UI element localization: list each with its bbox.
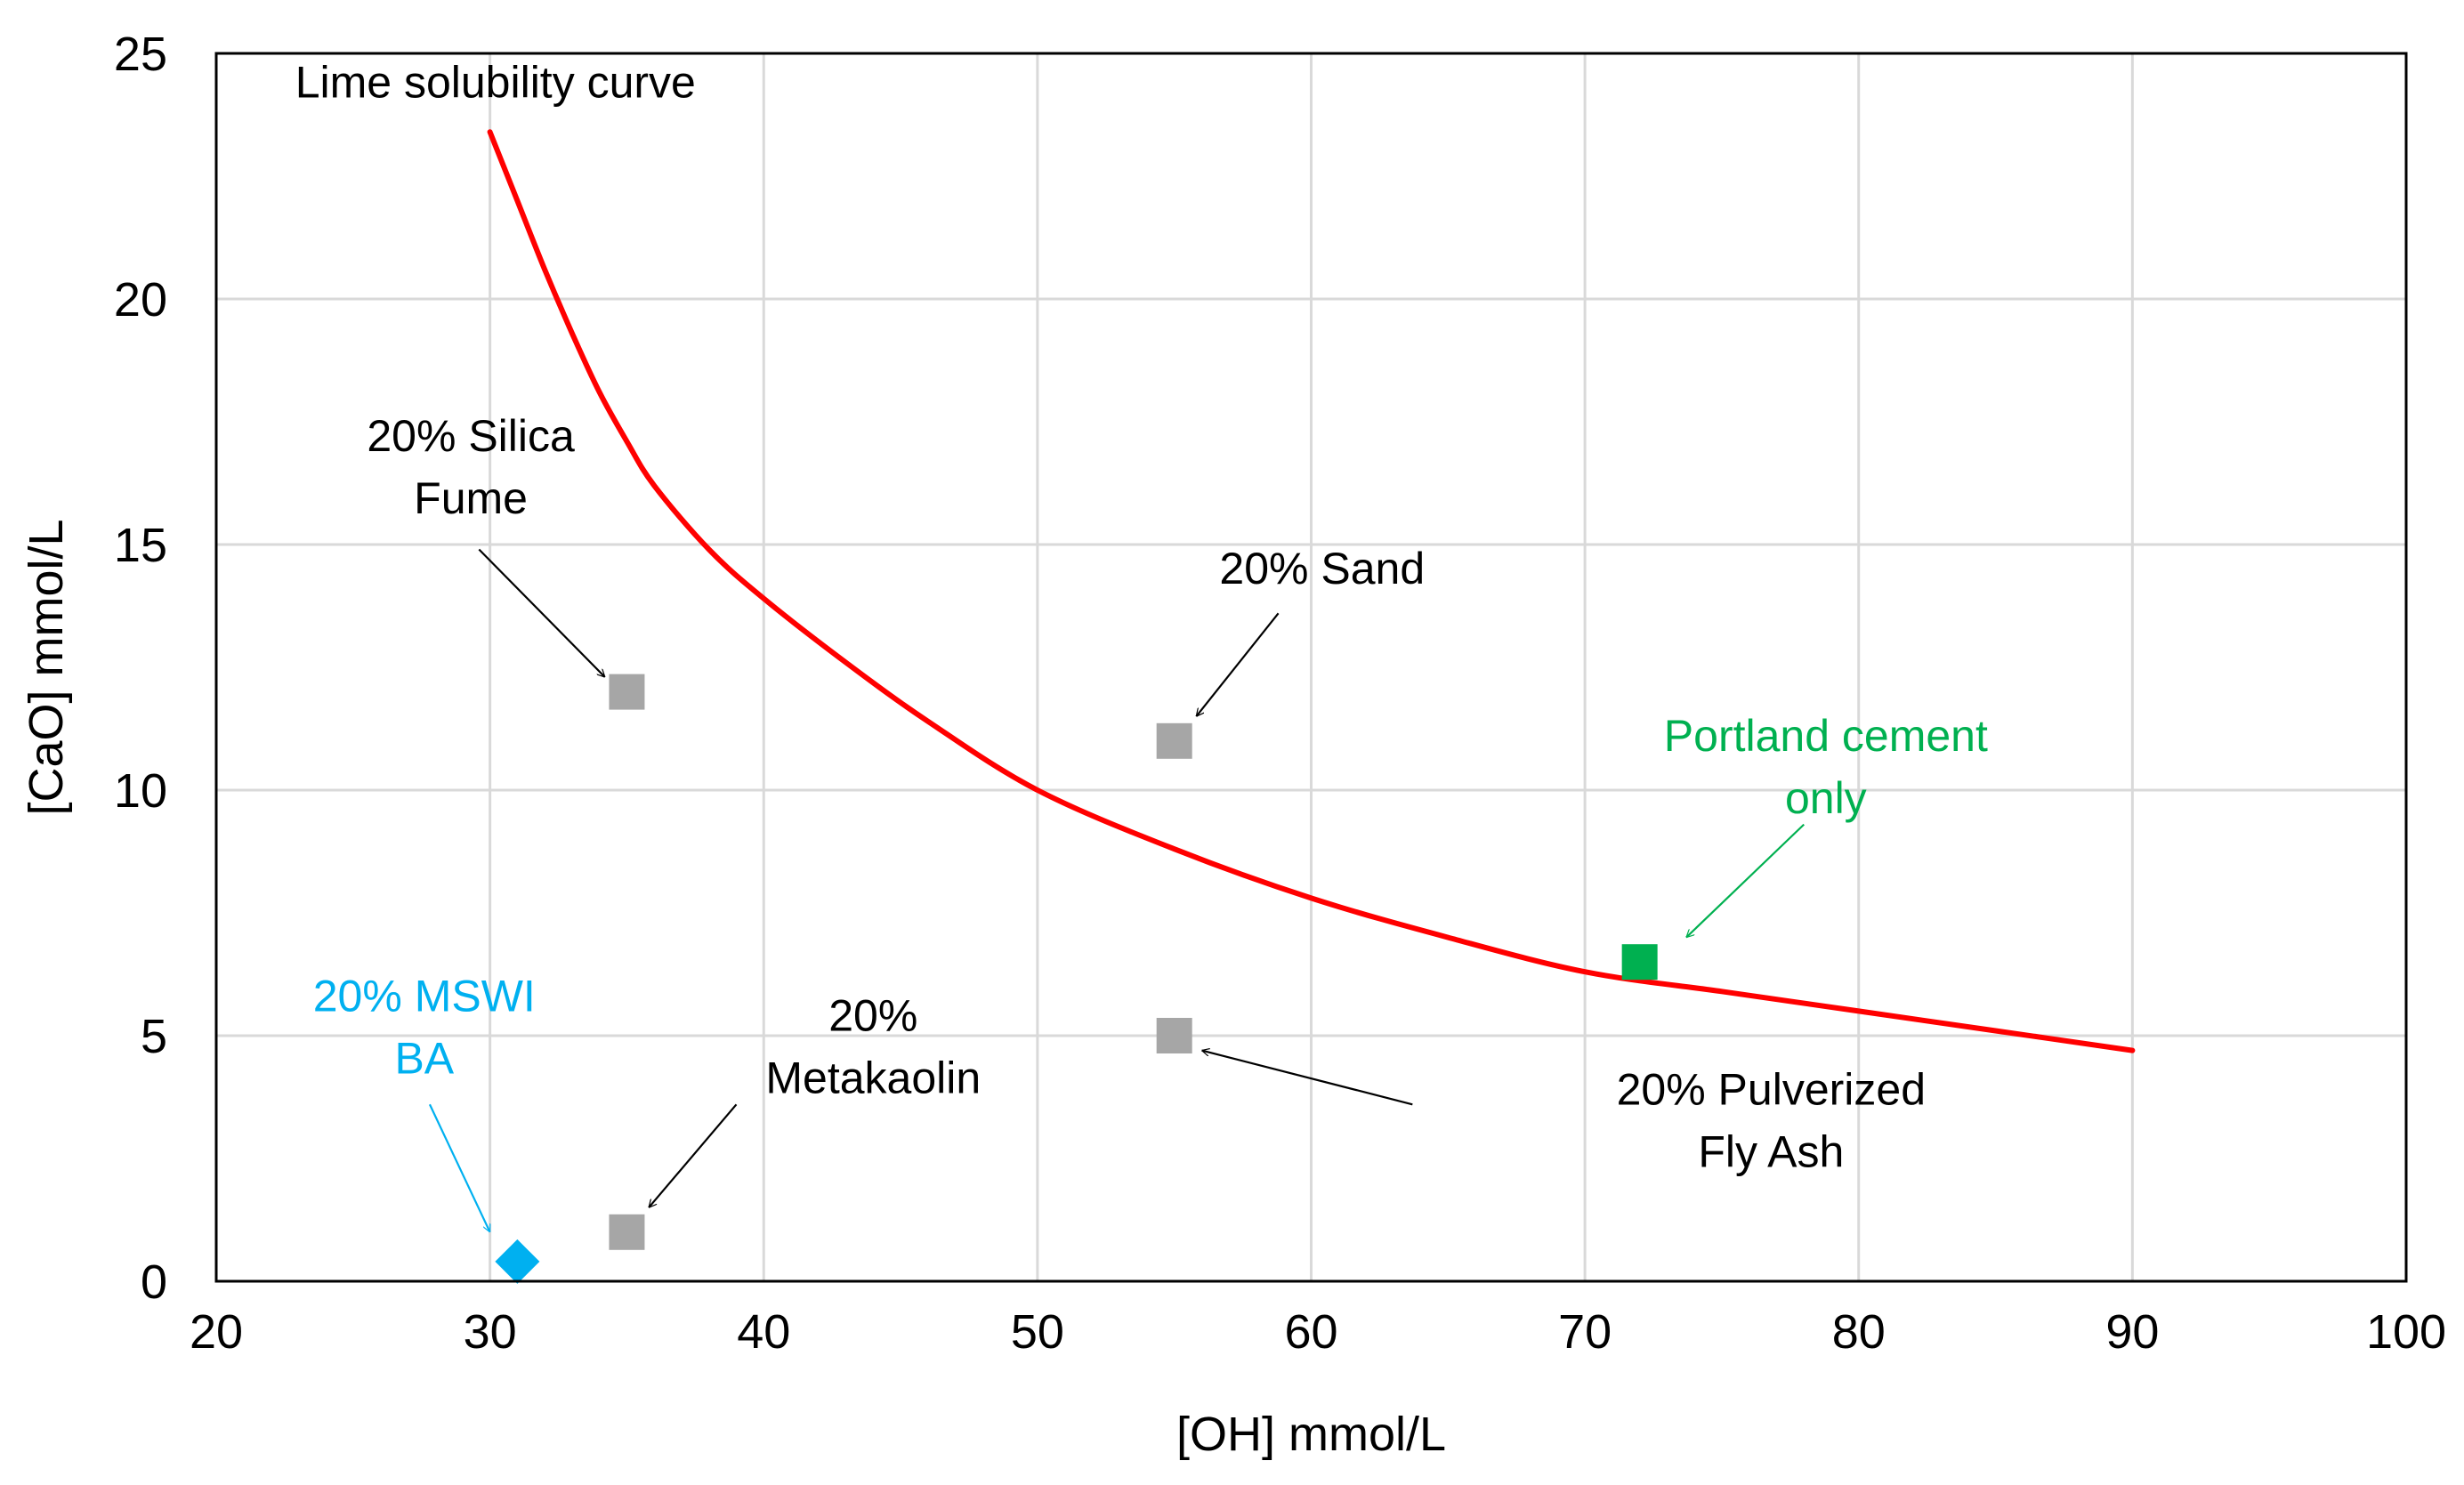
arrow-20-metakaolin bbox=[649, 1103, 738, 1207]
plot-frame bbox=[214, 52, 2408, 1283]
annotation-line: 20% Pulverized bbox=[1617, 1064, 1926, 1114]
y-tick-label: 15 bbox=[114, 519, 167, 572]
x-axis-ticks: 20 30 40 50 60 70 80 90 100 bbox=[190, 1305, 2446, 1359]
annotation-line: 20% Silica bbox=[367, 411, 575, 461]
annotation-line: Portland cement bbox=[1664, 711, 1988, 761]
y-tick-label: 25 bbox=[114, 28, 167, 81]
annotation-line: Fly Ash bbox=[1698, 1126, 1844, 1176]
x-tick-label: 100 bbox=[2366, 1305, 2446, 1359]
annotation-line: 20% Sand bbox=[1219, 544, 1425, 593]
markers bbox=[495, 674, 1658, 1284]
point-20-mswi-ba bbox=[495, 1239, 540, 1284]
x-tick-label: 30 bbox=[464, 1305, 517, 1359]
y-tick-label: 0 bbox=[141, 1255, 167, 1309]
y-tick-label: 5 bbox=[141, 1010, 167, 1063]
x-tick-label: 70 bbox=[1558, 1305, 1612, 1359]
x-tick-label: 40 bbox=[737, 1305, 790, 1359]
annotation-line: Fume bbox=[414, 473, 528, 523]
annotation-line: only bbox=[1785, 773, 1867, 823]
annotation-20-silica-fume: 20% Silica Fume bbox=[367, 411, 575, 523]
arrow-20-mswi-ba bbox=[428, 1103, 491, 1232]
annotation-line: 20% MSWI bbox=[313, 971, 536, 1021]
arrow-20-silica-fume bbox=[478, 548, 605, 678]
annotation-20-mswi-ba: 20% MSWI BA bbox=[313, 971, 536, 1083]
annotation-line: Metakaolin bbox=[765, 1053, 981, 1102]
annotation-20-metakaolin: 20% Metakaolin bbox=[765, 990, 981, 1102]
arrow-20-pulverized-fly-ash bbox=[1201, 1051, 1413, 1106]
annotation-20-pulverized-fly-ash: 20% Pulverized Fly Ash bbox=[1617, 1064, 1926, 1176]
y-axis-title: [CaO] mmol/L bbox=[20, 519, 73, 815]
x-tick-label: 20 bbox=[190, 1305, 243, 1359]
point-20-silica-fume bbox=[609, 674, 645, 710]
y-axis-ticks: 0 5 10 15 20 25 bbox=[114, 28, 167, 1309]
x-tick-label: 50 bbox=[1011, 1305, 1064, 1359]
y-tick-label: 10 bbox=[114, 764, 167, 818]
point-20-sand bbox=[1156, 722, 1192, 759]
arrow-20-sand bbox=[1195, 612, 1280, 716]
curve-layer bbox=[487, 129, 2136, 1053]
gridlines bbox=[214, 52, 2408, 1283]
annotation-line: BA bbox=[394, 1033, 454, 1083]
arrow-portland-cement-only bbox=[1686, 823, 1805, 938]
point-20-metakaolin bbox=[609, 1214, 645, 1250]
x-axis-title: [OH] mmol/L bbox=[1176, 1408, 1446, 1461]
annotation-line: 20% bbox=[828, 990, 917, 1040]
point-20-pulverized-fly-ash bbox=[1156, 1018, 1192, 1053]
point-portland-cement-only bbox=[1621, 944, 1658, 981]
arrows bbox=[428, 548, 1805, 1232]
x-tick-label: 60 bbox=[1284, 1305, 1337, 1359]
lime-solubility-curve bbox=[487, 129, 2136, 1053]
annotation-20-sand: 20% Sand bbox=[1219, 544, 1425, 593]
annotation-portland-cement-only: Portland cement only bbox=[1664, 711, 1988, 823]
y-tick-label: 20 bbox=[114, 273, 167, 327]
annotation-line: Lime solubility curve bbox=[295, 58, 696, 108]
annotation-lime-solubility-curve: Lime solubility curve bbox=[295, 58, 696, 108]
x-tick-label: 80 bbox=[1832, 1305, 1886, 1359]
x-tick-label: 90 bbox=[2105, 1305, 2159, 1359]
